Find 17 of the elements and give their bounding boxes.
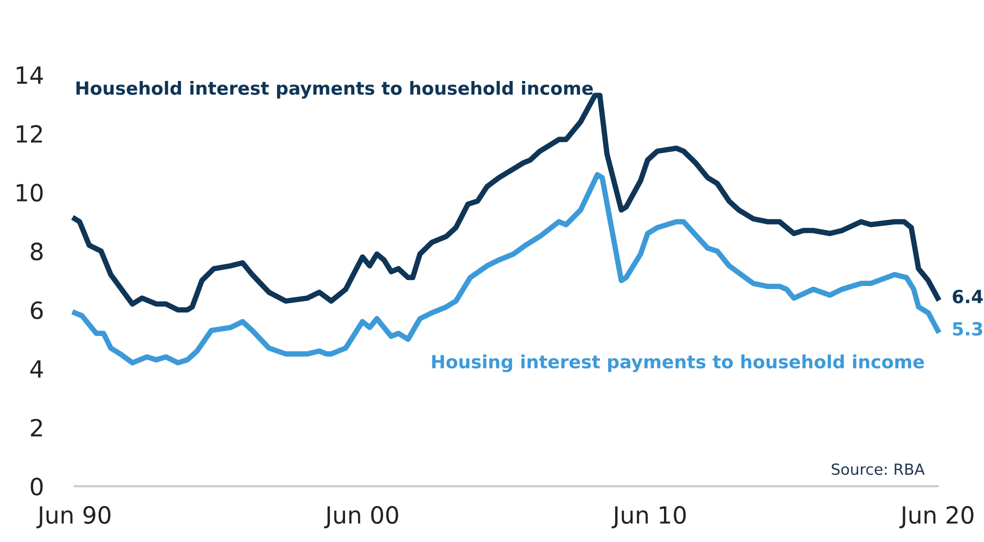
x-tick-label: Jun 10 — [612, 506, 686, 528]
y-tick-label: 14 — [16, 66, 43, 84]
data-label: 5.3 — [953, 322, 982, 336]
series-label: Household interest payments to household income — [76, 80, 593, 99]
x-tick-label: Jun 20 — [899, 506, 974, 528]
y-tick-label: 2 — [30, 418, 42, 436]
y-tick-label: 0 — [30, 478, 43, 496]
y-tick-label: 6 — [30, 301, 43, 320]
y-tick-label: 4 — [30, 360, 43, 378]
y-tick-label: 10 — [16, 184, 43, 202]
x-tick-label: Jun 90 — [36, 506, 110, 528]
x-tick-label: Jun 00 — [324, 506, 398, 528]
y-tick-label: 8 — [30, 242, 43, 260]
series-label: Housing interest payments to household income — [432, 354, 924, 372]
y-tick-label: 12 — [16, 125, 42, 143]
data-label: 6.4 — [952, 290, 983, 304]
annotation: Source: RBA — [832, 463, 925, 475]
